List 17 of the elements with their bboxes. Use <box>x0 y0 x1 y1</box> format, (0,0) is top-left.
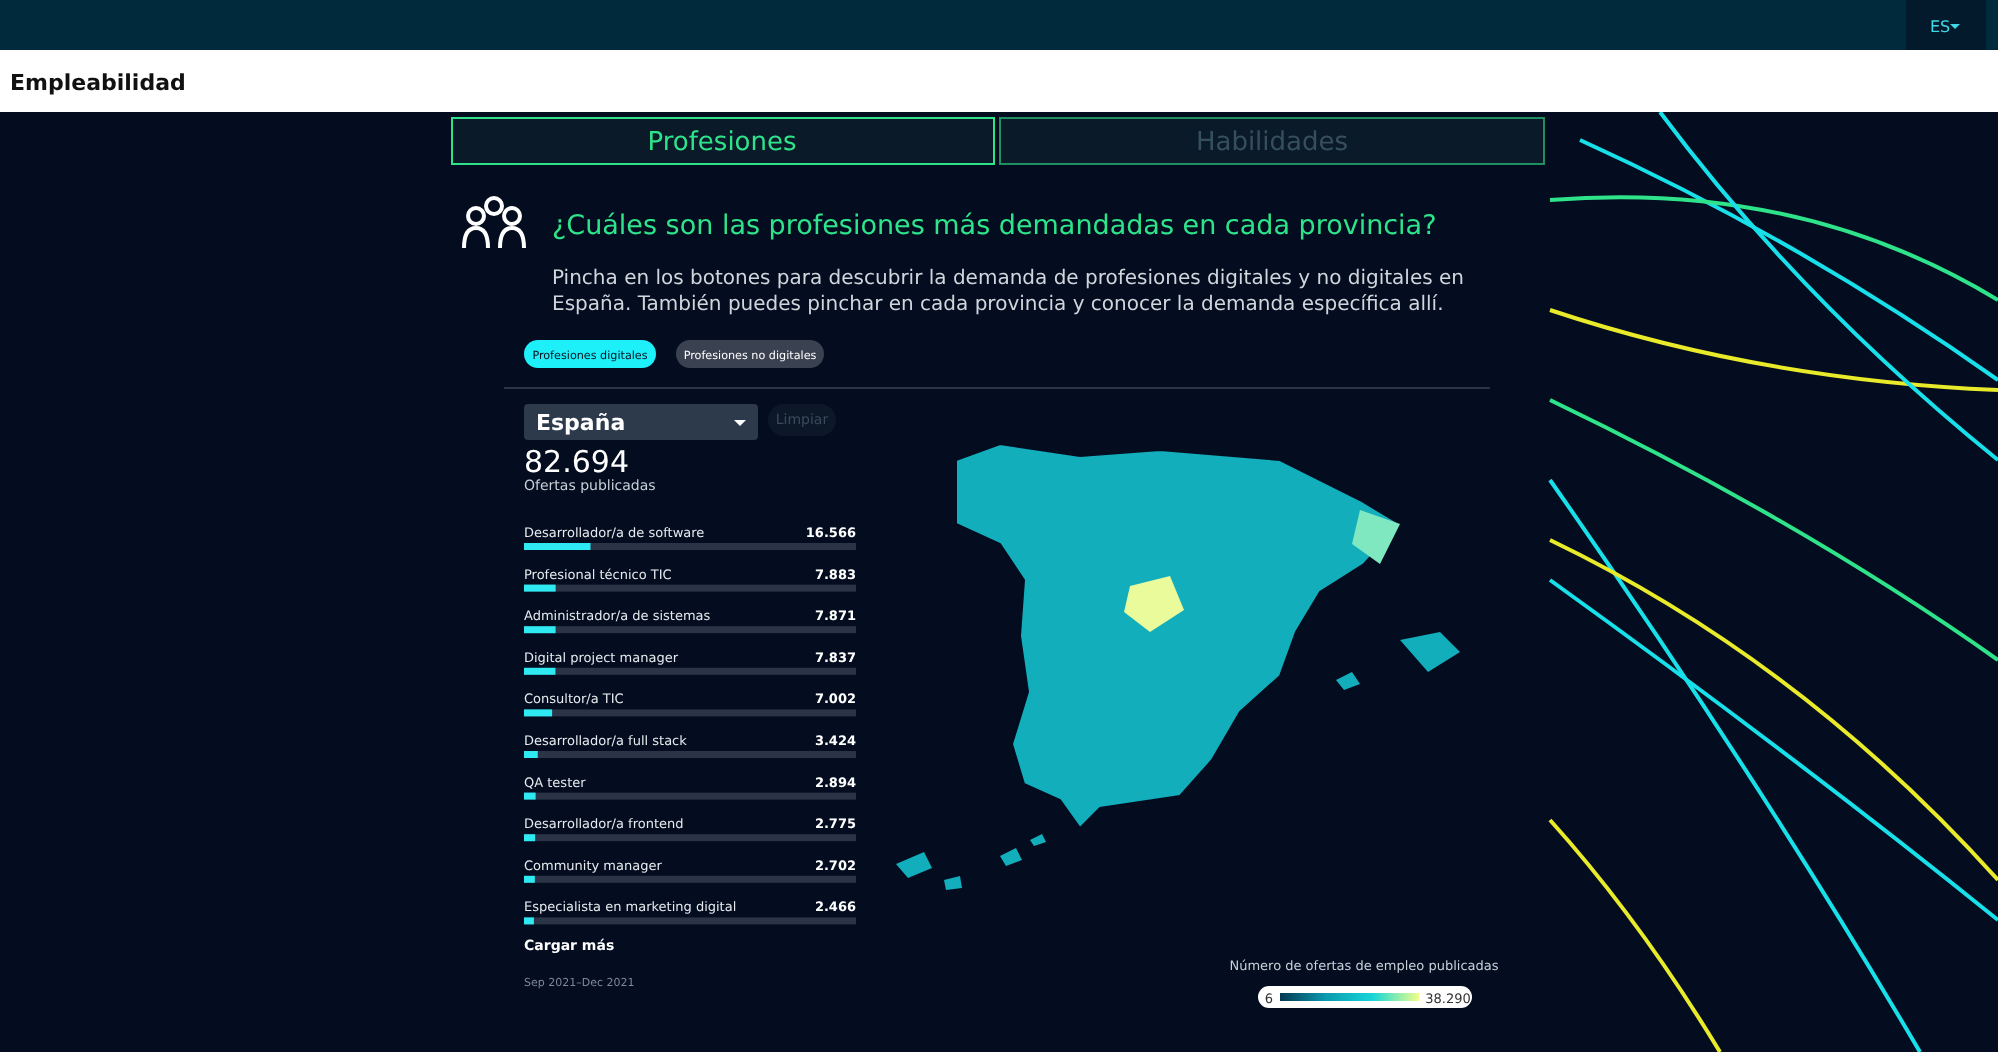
bar <box>524 584 556 592</box>
text: Pincha en los botones para descubrir la demanda de profesiones digitales y no digitales en España. También puedes pinchar en cada provincia y conocer la demanda específica allí. <box>552 268 1464 316</box>
text: ES <box>1930 18 1951 36</box>
bar <box>524 751 538 758</box>
text: Profesiones <box>647 128 797 158</box>
bar <box>524 792 536 800</box>
bar <box>524 709 553 717</box>
bar <box>524 626 556 634</box>
text: 82.694 <box>524 444 629 480</box>
text: ¿Cuáles son las profesiones más demandadas en cada provincia? <box>552 210 1437 242</box>
bar <box>524 875 535 883</box>
text: España <box>536 410 626 436</box>
bar <box>524 667 556 675</box>
text: Empleabilidad <box>10 70 186 96</box>
bar <box>524 543 591 550</box>
bar <box>524 834 536 842</box>
bar <box>524 917 534 925</box>
